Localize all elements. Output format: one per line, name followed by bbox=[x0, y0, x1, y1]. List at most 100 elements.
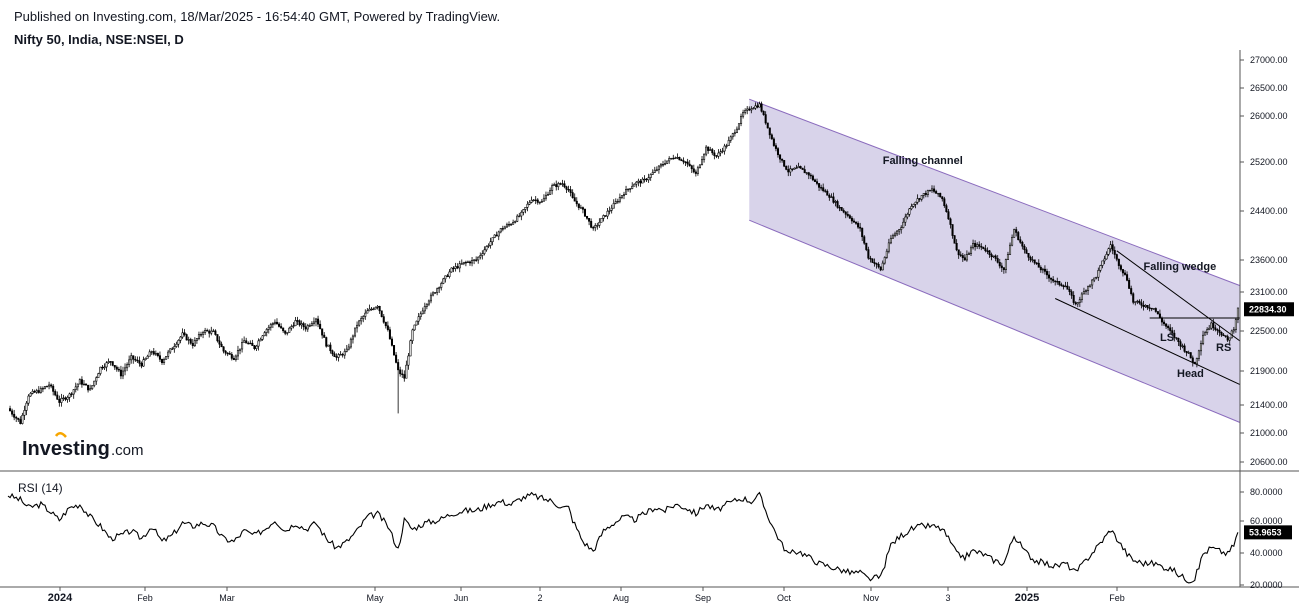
candle bbox=[684, 161, 687, 166]
candle bbox=[286, 332, 289, 336]
candle bbox=[267, 324, 270, 334]
candle bbox=[590, 218, 593, 229]
candle bbox=[1154, 307, 1157, 313]
candle bbox=[902, 217, 905, 229]
candle bbox=[1027, 253, 1030, 261]
candle bbox=[111, 361, 114, 367]
candle bbox=[269, 322, 272, 331]
candle bbox=[980, 243, 983, 251]
candle bbox=[811, 174, 814, 182]
candle bbox=[926, 189, 929, 198]
candle bbox=[97, 372, 100, 378]
candle bbox=[1142, 300, 1145, 311]
candle bbox=[393, 345, 396, 356]
time-tick-label: Sep bbox=[695, 593, 711, 603]
candle bbox=[175, 341, 178, 348]
candle bbox=[547, 191, 550, 196]
candle bbox=[35, 388, 38, 394]
candle bbox=[579, 204, 582, 209]
candle bbox=[1181, 343, 1184, 349]
candle bbox=[485, 245, 488, 252]
candle bbox=[1115, 253, 1118, 262]
candle bbox=[1117, 258, 1120, 270]
rsi-tick-label: 80.0000 bbox=[1250, 487, 1283, 497]
price-tick-label: 23100.00 bbox=[1250, 287, 1288, 297]
candle bbox=[487, 243, 490, 249]
candle bbox=[386, 321, 389, 332]
candle bbox=[996, 255, 999, 264]
candle bbox=[649, 173, 652, 181]
candle bbox=[813, 178, 816, 182]
candle bbox=[692, 164, 695, 174]
candle bbox=[50, 383, 53, 389]
candle bbox=[674, 156, 677, 160]
candle bbox=[651, 169, 654, 175]
candle bbox=[896, 229, 899, 236]
candle bbox=[1232, 326, 1235, 334]
candle bbox=[259, 337, 262, 342]
candle bbox=[1171, 327, 1174, 337]
annotation-ls: LS bbox=[1160, 332, 1174, 344]
candle bbox=[1013, 228, 1016, 238]
candle bbox=[304, 323, 307, 332]
candle bbox=[1140, 299, 1143, 309]
candle bbox=[754, 102, 757, 110]
candle bbox=[191, 338, 194, 349]
candle bbox=[717, 149, 720, 159]
candle bbox=[341, 352, 344, 358]
candle bbox=[641, 177, 644, 184]
candle bbox=[553, 182, 556, 186]
candle bbox=[618, 193, 621, 204]
candle bbox=[1128, 277, 1131, 290]
candle bbox=[661, 160, 665, 167]
candle bbox=[701, 155, 704, 166]
candle bbox=[1113, 246, 1116, 259]
candle bbox=[588, 218, 591, 226]
candle bbox=[1097, 267, 1100, 281]
candle bbox=[160, 358, 164, 365]
candle bbox=[859, 222, 862, 232]
candle bbox=[64, 396, 67, 402]
candle bbox=[169, 348, 172, 354]
candle bbox=[524, 206, 527, 214]
candle bbox=[850, 216, 853, 224]
candle bbox=[770, 133, 773, 140]
candle bbox=[80, 376, 83, 388]
candle bbox=[199, 331, 203, 338]
candle bbox=[852, 218, 855, 224]
candle bbox=[992, 255, 995, 259]
wedge-lower-line bbox=[1054, 298, 1241, 386]
candle bbox=[1054, 280, 1057, 286]
candle bbox=[912, 203, 915, 208]
candle bbox=[688, 160, 691, 167]
candle bbox=[961, 253, 964, 262]
candle bbox=[600, 217, 603, 223]
candle bbox=[220, 341, 223, 348]
candle bbox=[507, 221, 511, 228]
candle bbox=[1169, 324, 1172, 335]
candle bbox=[657, 165, 660, 174]
candle bbox=[516, 214, 519, 223]
candle bbox=[76, 383, 79, 391]
candle bbox=[898, 228, 901, 235]
candle bbox=[409, 339, 412, 357]
candle bbox=[1066, 281, 1069, 290]
candle bbox=[645, 178, 648, 183]
candle bbox=[799, 165, 802, 169]
candle bbox=[144, 357, 147, 361]
candle bbox=[783, 160, 786, 168]
published-info: Published on Investing.com, 18/Mar/2025 … bbox=[14, 9, 501, 24]
candle bbox=[1074, 301, 1077, 306]
price-tick-label: 20600.00 bbox=[1250, 457, 1288, 467]
candle bbox=[904, 213, 907, 226]
candle bbox=[846, 211, 849, 218]
candle bbox=[477, 256, 480, 264]
candle bbox=[528, 200, 531, 206]
candle bbox=[25, 401, 28, 416]
candle bbox=[627, 188, 630, 192]
candle bbox=[429, 292, 433, 304]
candle bbox=[212, 328, 215, 332]
candle bbox=[401, 369, 404, 378]
candle bbox=[1206, 327, 1209, 335]
candle bbox=[865, 242, 868, 252]
